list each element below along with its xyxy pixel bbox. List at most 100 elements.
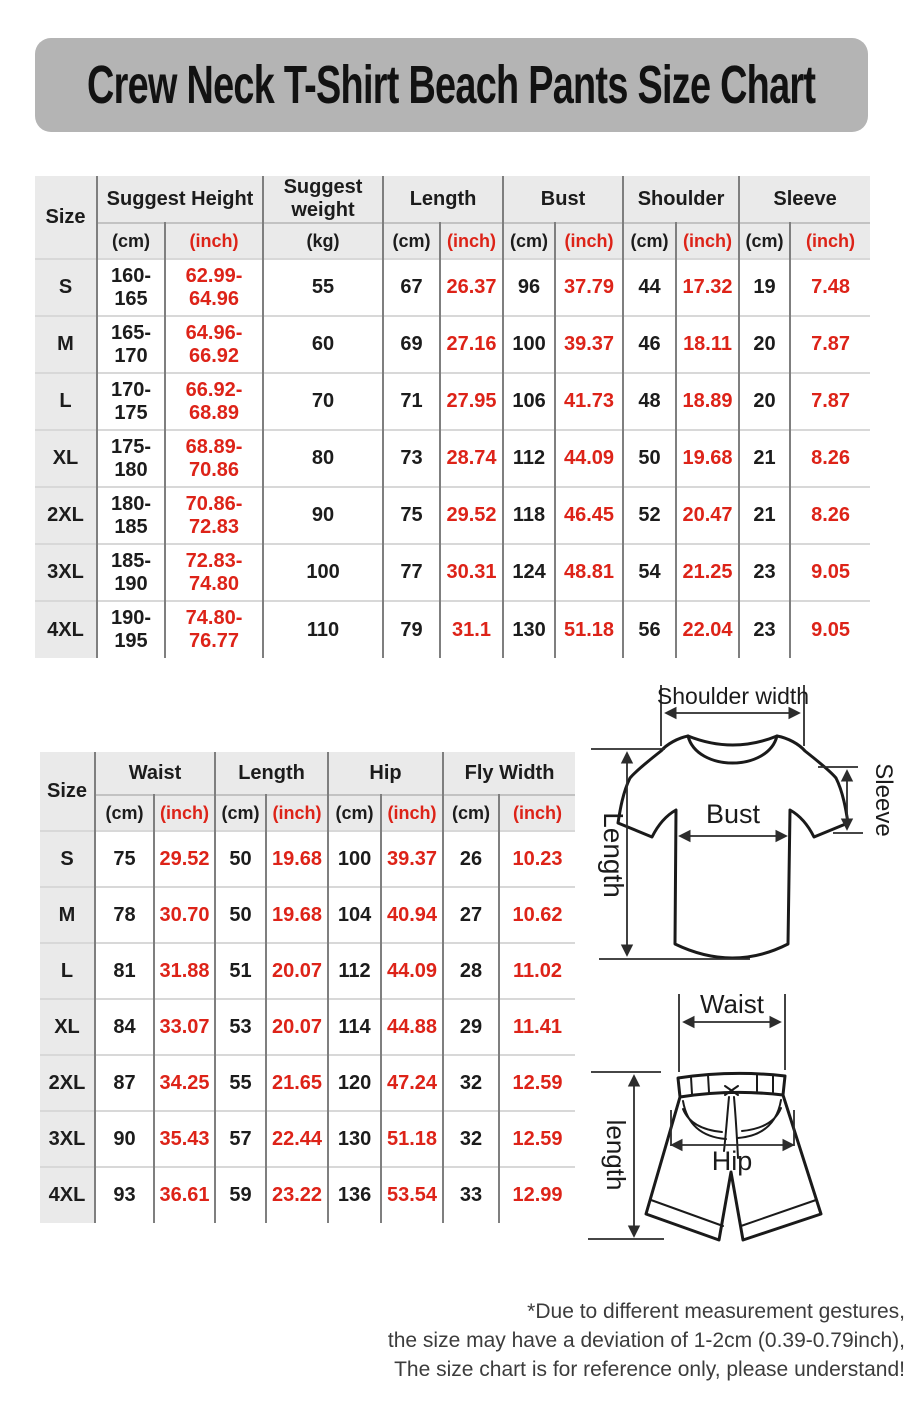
data-cell: 114 <box>328 998 383 1055</box>
data-cell: 19 <box>739 258 792 316</box>
data-cell: 93 <box>95 1166 155 1223</box>
size-column-header: Size <box>40 752 96 831</box>
unit-header: (cm) <box>623 222 678 259</box>
data-cell: 112 <box>503 429 557 487</box>
data-cell: 20 <box>739 372 792 430</box>
data-cell: 75 <box>95 830 155 887</box>
data-cell: 27.95 <box>440 372 505 430</box>
data-cell: 20.07 <box>266 998 330 1055</box>
footnote-line: *Due to different measurement gestures, <box>527 1300 905 1323</box>
data-cell: 59 <box>215 1166 268 1223</box>
data-cell: 136 <box>328 1166 383 1223</box>
data-cell: 62.99-64.96 <box>165 258 265 316</box>
table-row: 2XL 180-185 70.86-72.83 90 75 29.52 118 … <box>35 486 871 544</box>
data-cell: 18.11 <box>676 315 741 373</box>
data-cell: 90 <box>95 1110 155 1167</box>
data-cell: 170-175 <box>97 372 166 430</box>
unit-header: (cm) <box>215 794 268 831</box>
data-cell: 57 <box>215 1110 268 1167</box>
column-group-header: Suggest Height <box>97 176 265 223</box>
waist-label: Waist <box>700 989 765 1019</box>
size-cell: XL <box>35 429 98 487</box>
data-cell: 28 <box>443 942 501 999</box>
belt-tick <box>690 1076 693 1095</box>
data-cell: 21.25 <box>676 543 741 601</box>
right-pocket <box>741 1107 782 1132</box>
bust-label: Bust <box>706 799 761 829</box>
unit-header: (cm) <box>443 794 501 831</box>
data-cell: 52 <box>623 486 678 544</box>
data-cell: 32 <box>443 1110 501 1167</box>
pants-table-unit-header-row: (cm) (inch) (cm) (inch) (cm) (inch) (cm)… <box>40 794 576 831</box>
data-cell: 104 <box>328 886 383 943</box>
data-cell: 30.31 <box>440 543 505 601</box>
unit-header: (inch) <box>790 222 871 259</box>
data-cell: 31.1 <box>440 600 505 658</box>
shoulder-width-label: Shoulder width <box>657 683 809 709</box>
data-cell: 100 <box>503 315 557 373</box>
unit-header: (inch) <box>165 222 265 259</box>
data-cell: 35.43 <box>154 1110 217 1167</box>
data-cell: 54 <box>623 543 678 601</box>
data-cell: 40.94 <box>381 886 445 943</box>
data-cell: 29.52 <box>154 830 217 887</box>
data-cell: 28.74 <box>440 429 505 487</box>
data-cell: 53 <box>215 998 268 1055</box>
data-cell: 7.87 <box>790 372 871 430</box>
data-cell: 112 <box>328 942 383 999</box>
data-cell: 20 <box>739 315 792 373</box>
data-cell: 32 <box>443 1054 501 1111</box>
pants-size-table: Size Waist Length Hip Fly Width (cm) (in… <box>40 752 576 1223</box>
drawstring-knot <box>724 1085 739 1096</box>
table-row: S 75 29.52 50 19.68 100 39.37 26 10.23 <box>40 830 576 887</box>
data-cell: 130 <box>503 600 557 658</box>
table-row: 2XL 87 34.25 55 21.65 120 47.24 32 12.59 <box>40 1054 576 1111</box>
data-cell: 10.23 <box>499 830 576 887</box>
data-cell: 50 <box>215 886 268 943</box>
data-cell: 33.07 <box>154 998 217 1055</box>
size-cell: 3XL <box>40 1110 96 1167</box>
data-cell: 44.09 <box>555 429 625 487</box>
data-cell: 41.73 <box>555 372 625 430</box>
data-cell: 44.09 <box>381 942 445 999</box>
right-pocket <box>737 1099 782 1139</box>
unit-header: (inch) <box>555 222 625 259</box>
data-cell: 29.52 <box>440 486 505 544</box>
data-cell: 130 <box>328 1110 383 1167</box>
data-cell: 23 <box>739 543 792 601</box>
data-cell: 48 <box>623 372 678 430</box>
data-cell: 31.88 <box>154 942 217 999</box>
column-group-header: Shoulder <box>623 176 741 223</box>
column-group-header: Suggest weight <box>263 176 385 223</box>
drawstring <box>733 1096 739 1159</box>
table-row: 4XL 190-195 74.80-76.77 110 79 31.1 130 … <box>35 600 871 658</box>
table-row: 3XL 185-190 72.83-74.80 100 77 30.31 124… <box>35 543 871 601</box>
data-cell: 78 <box>95 886 155 943</box>
data-cell: 21 <box>739 429 792 487</box>
data-cell: 27.16 <box>440 315 505 373</box>
unit-header: (inch) <box>676 222 741 259</box>
column-group-header: Hip <box>328 752 445 795</box>
data-cell: 66.92-68.89 <box>165 372 265 430</box>
table-row: L 170-175 66.92-68.89 70 71 27.95 106 41… <box>35 372 871 430</box>
data-cell: 23.22 <box>266 1166 330 1223</box>
size-cell: L <box>35 372 98 430</box>
data-cell: 69 <box>383 315 442 373</box>
data-cell: 190-195 <box>97 600 166 658</box>
data-cell: 44 <box>623 258 678 316</box>
data-cell: 81 <box>95 942 155 999</box>
data-cell: 46.45 <box>555 486 625 544</box>
unit-header: (inch) <box>154 794 217 831</box>
column-group-header: Waist <box>95 752 217 795</box>
unit-header: (cm) <box>503 222 557 259</box>
footnote-line: The size chart is for reference only, pl… <box>394 1358 905 1381</box>
data-cell: 55 <box>263 258 385 316</box>
data-cell: 51 <box>215 942 268 999</box>
data-cell: 19.68 <box>676 429 741 487</box>
pants-table-group-header-row: Size Waist Length Hip Fly Width <box>40 752 576 831</box>
unit-header: (kg) <box>263 222 385 259</box>
data-cell: 19.68 <box>266 830 330 887</box>
data-cell: 72.83-74.80 <box>165 543 265 601</box>
data-cell: 53.54 <box>381 1166 445 1223</box>
